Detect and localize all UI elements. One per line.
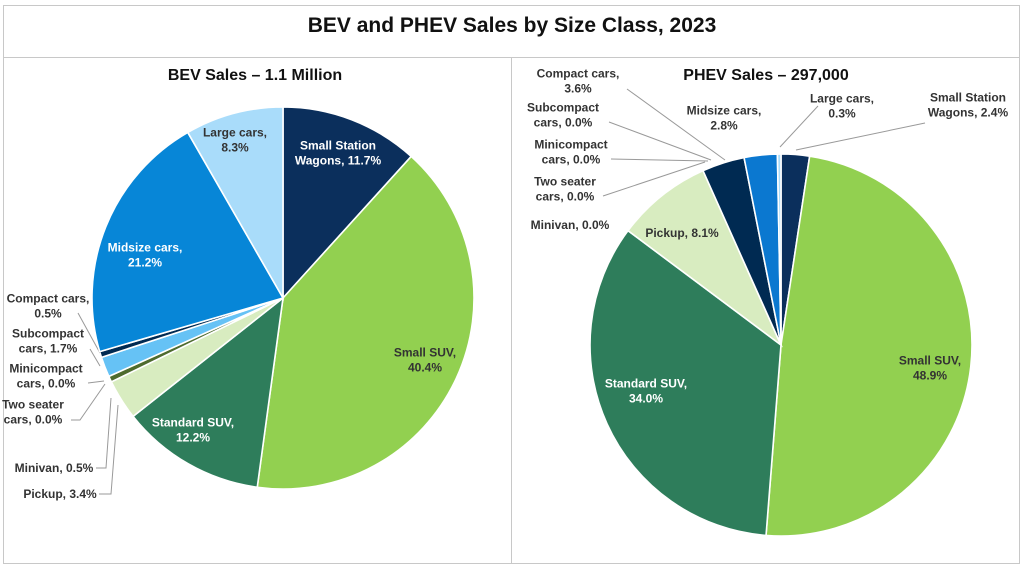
phev-label-minicompact-cars-line: Minicompact [534, 138, 607, 152]
phev-label-two-seater-cars-line: cars, 0.0% [536, 190, 595, 204]
bev-label-minicompact-cars-line: cars, 0.0% [17, 377, 76, 391]
phev-label-minivan: Minivan, 0.0% [531, 218, 610, 232]
phev-label-two-seater-cars-line: Two seater [534, 175, 596, 189]
phev-label-small-station-wagons-line: Small Station [930, 91, 1006, 105]
bev-slice-small-suv [256, 155, 475, 490]
bev-label-two-seater-cars-line: cars, 0.0% [4, 413, 63, 427]
bev-label-pickup: Pickup, 3.4% [23, 487, 97, 501]
phev-label-pickup-line: Pickup, 8.1% [645, 226, 719, 240]
bev-leader-subcompact-cars [89, 348, 101, 367]
bev-label-midsize-cars: Midsize cars, 21.2% [108, 241, 183, 270]
bev-label-large-cars-line: 8.3% [221, 141, 249, 155]
phev-label-compact-cars: Compact cars, 3.6% [537, 67, 620, 96]
phev-leader-compact-cars [626, 88, 726, 161]
phev-chart-title: PHEV Sales – 297,000 [683, 67, 849, 84]
phev-label-subcompact-cars-line: cars, 0.0% [534, 116, 593, 130]
phev-pie: Small Station Wagons, 2.4% Small SUV, 48.9%… [527, 67, 1009, 537]
phev-label-compact-cars-line: 3.6% [564, 82, 592, 96]
panel-divider [511, 57, 512, 564]
phev-label-large-cars: Large cars, 0.3% [810, 92, 874, 121]
phev-label-small-station-wagons-line: Wagons, 2.4% [928, 106, 1009, 120]
phev-label-subcompact-cars: Subcompact cars, 0.0% [527, 101, 599, 130]
bev-label-standard-suv-line: 12.2% [176, 431, 210, 445]
bev-chart-title: BEV Sales – 1.1 Million [168, 67, 342, 84]
phev-label-standard-suv-line: Standard SUV, [605, 377, 687, 391]
phev-label-standard-suv-line: 34.0% [629, 392, 663, 406]
bev-label-large-cars: Large cars, 8.3% [203, 126, 267, 155]
bev-label-large-cars-line: Large cars, [203, 126, 267, 140]
bev-label-minicompact-cars-line: Minicompact [9, 362, 82, 376]
bev-slice-midsize-cars [91, 131, 285, 353]
bev-slice-standard-suv [131, 296, 285, 489]
phev-label-two-seater-cars: Two seater cars, 0.0% [534, 175, 596, 204]
phev-slice-small-suv [765, 155, 973, 537]
bev-label-minicompact-cars: Minicompact cars, 0.0% [9, 362, 82, 391]
phev-leader-large-cars [779, 105, 819, 148]
phev-label-large-cars-line: Large cars, [810, 92, 874, 106]
bev-label-midsize-cars-line: Midsize cars, [108, 241, 183, 255]
bev-leader-pickup [99, 404, 119, 495]
bev-label-subcompact-cars-line: Subcompact [12, 327, 84, 341]
bev-label-small-suv-line: Small SUV, [394, 346, 456, 360]
phev-label-minivan-line: Minivan, 0.0% [531, 218, 610, 232]
phev-slice-standard-suv [589, 229, 782, 537]
phev-leader-minicompact-cars [610, 158, 709, 162]
phev-label-pickup: Pickup, 8.1% [645, 226, 719, 240]
bev-label-minivan: Minivan, 0.5% [15, 461, 94, 475]
bev-label-small-station-wagons: Small Station Wagons, 11.7% [295, 139, 382, 168]
bev-label-standard-suv: Standard SUV, 12.2% [152, 416, 234, 445]
bev-label-compact-cars-line: Compact cars, [7, 292, 90, 306]
phev-leader-two-seater-cars [602, 161, 706, 197]
phev-leader-small-station-wagons [795, 122, 926, 151]
phev-label-minicompact-cars-line: cars, 0.0% [542, 153, 601, 167]
phev-label-minicompact-cars: Minicompact cars, 0.0% [534, 138, 607, 167]
phev-label-large-cars-line: 0.3% [828, 107, 856, 121]
bev-label-small-station-wagons-line: Wagons, 11.7% [295, 154, 382, 168]
phev-label-small-suv-line: Small SUV, [899, 354, 961, 368]
bev-label-midsize-cars-line: 21.2% [128, 256, 162, 270]
bev-label-subcompact-cars-line: cars, 1.7% [19, 342, 78, 356]
bev-leader-minivan [96, 397, 112, 469]
phev-label-small-suv-line: 48.9% [913, 369, 947, 383]
bev-label-compact-cars: Compact cars, 0.5% [7, 292, 90, 321]
bev-leader-two-seater-cars [71, 383, 106, 421]
phev-label-standard-suv: Standard SUV, 34.0% [605, 377, 687, 406]
bev-pie: Small Station Wagons, 11.7% Small SUV, 40.4… [2, 106, 475, 501]
phev-label-midsize-cars: Midsize cars, 2.8% [687, 104, 762, 133]
phev-slice-pickup [626, 169, 783, 348]
bev-slice-small-station-wagons [282, 106, 413, 301]
bev-label-compact-cars-line: 0.5% [34, 307, 62, 321]
bev-label-two-seater-cars-line: Two seater [2, 398, 64, 412]
phev-slice-large-cars [776, 153, 782, 346]
bev-label-small-station-wagons-line: Small Station [300, 139, 376, 153]
bev-slice-large-cars [186, 106, 284, 301]
phev-label-small-suv: Small SUV, 48.9% [899, 354, 961, 383]
phev-label-subcompact-cars-line: Subcompact [527, 101, 599, 115]
bev-label-minivan-line: Minivan, 0.5% [15, 461, 94, 475]
bev-leader-compact-cars [77, 312, 101, 354]
bev-label-standard-suv-line: Standard SUV, [152, 416, 234, 430]
bev-label-small-suv: Small SUV, 40.4% [394, 346, 456, 375]
bev-label-subcompact-cars: Subcompact cars, 1.7% [12, 327, 84, 356]
phev-label-compact-cars-line: Compact cars, [537, 67, 620, 81]
page-title: BEV and PHEV Sales by Size Class, 2023 [307, 14, 717, 37]
bev-label-two-seater-cars: Two seater cars, 0.0% [2, 398, 64, 427]
bev-label-small-suv-line: 40.4% [408, 361, 442, 375]
phev-label-midsize-cars-line: Midsize cars, [687, 104, 762, 118]
phev-label-small-station-wagons: Small Station Wagons, 2.4% [928, 91, 1009, 120]
bev-leader-minicompact-cars [87, 380, 105, 384]
phev-leader-subcompact-cars [608, 121, 712, 161]
bev-label-pickup-line: Pickup, 3.4% [23, 487, 97, 501]
phev-label-midsize-cars-line: 2.8% [710, 119, 738, 133]
